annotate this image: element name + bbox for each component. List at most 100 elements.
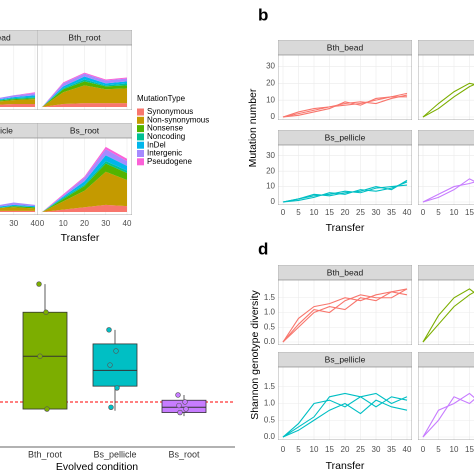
point — [182, 399, 188, 405]
line — [282, 92, 408, 118]
point — [106, 327, 112, 333]
area — [42, 79, 127, 107]
y-tick-label: 10 — [266, 95, 275, 104]
panel-border — [278, 144, 412, 205]
legend-label: Noncoding — [147, 132, 185, 141]
x-tick-label: 0 — [421, 445, 426, 454]
line — [282, 96, 407, 118]
area — [0, 104, 35, 107]
panel-label: b — [258, 5, 268, 24]
x-tick-label: 10 — [310, 445, 319, 454]
x-tick-label: 5 — [436, 445, 441, 454]
area — [0, 99, 35, 105]
y-axis-label: Mutation number — [247, 88, 259, 167]
strip — [418, 40, 474, 56]
strip-label: Bth_bead — [327, 42, 364, 52]
line — [422, 396, 474, 438]
facet: Bth_bead — [0, 30, 40, 110]
facet: Bs_pellicle — [278, 352, 412, 440]
panel — [0, 138, 40, 215]
y-tick-label: 30 — [266, 151, 275, 160]
x-tick-label: 20 — [80, 219, 89, 228]
strip-label: Bth_bead — [327, 267, 364, 277]
area — [42, 149, 127, 212]
legend-key — [137, 133, 144, 141]
x-tick-label: 15 — [325, 445, 334, 454]
facet — [418, 40, 474, 120]
x-tick-label: 25 — [356, 208, 365, 217]
area — [0, 97, 35, 101]
y-tick-label: 1.5 — [264, 293, 276, 302]
x-tick-label: 40 — [403, 445, 412, 454]
line — [422, 291, 474, 343]
legend-key — [137, 108, 144, 116]
strip — [0, 123, 40, 139]
x-tick-label: 0 — [281, 208, 286, 217]
x-axis-label: Evolved condition — [56, 461, 138, 473]
facet: Bs_pellicle — [278, 130, 412, 205]
x-tick-label: 30 — [101, 219, 110, 228]
area — [42, 85, 127, 107]
legend-label: Intergenic — [147, 149, 182, 158]
y-tick-label: 20 — [266, 166, 275, 175]
y-tick-label: 10 — [266, 182, 275, 191]
facet: Bth_bead — [278, 265, 412, 345]
area — [0, 207, 35, 211]
facet: Bs_root — [37, 123, 132, 215]
panel-label: d — [258, 239, 268, 258]
x-tick-label: 40 — [31, 219, 40, 228]
panel-border — [278, 279, 412, 345]
line — [422, 82, 474, 118]
x-axis-label: Transfer — [326, 460, 365, 472]
area — [42, 204, 127, 212]
legend-key — [137, 116, 144, 124]
y-tick-label: 1.0 — [264, 308, 276, 317]
y-tick-label: 0.0 — [264, 432, 276, 441]
legend-label: InDel — [147, 140, 166, 149]
y-axis-label: Shannon genotype diversity — [249, 289, 261, 419]
legend-label: Pseudogene — [147, 157, 192, 166]
x-tick-label: 5 — [296, 208, 301, 217]
x-tick-label: Bth_root — [28, 449, 63, 459]
legend-title: MutationType — [137, 94, 186, 103]
legend-label: Non-synonymous — [147, 115, 209, 124]
point — [108, 404, 114, 410]
x-tick-label: 30 — [372, 208, 381, 217]
legend-label: Synonymous — [147, 107, 193, 116]
x-tick-label: 35 — [387, 208, 396, 217]
x-tick-label: 25 — [356, 445, 365, 454]
area — [0, 202, 35, 207]
line — [422, 288, 474, 343]
facet — [418, 130, 474, 205]
x-axis-label: Transfer — [61, 232, 100, 244]
facet: Bth_bead — [278, 40, 412, 120]
area — [42, 163, 127, 212]
x-tick-label: 20 — [341, 208, 350, 217]
line — [282, 399, 408, 438]
point — [183, 406, 189, 412]
area — [0, 210, 35, 212]
panel — [418, 145, 474, 205]
area — [0, 95, 35, 101]
point — [113, 348, 119, 354]
x-tick-label: 30 — [9, 219, 18, 228]
y-tick-label: 1.0 — [264, 399, 276, 408]
y-tick-label: 1.5 — [264, 382, 276, 391]
x-tick-label: 0 — [40, 219, 45, 228]
line — [282, 392, 408, 438]
panel — [418, 55, 474, 120]
strip-label: Bth_root — [68, 32, 101, 42]
strip-label: Bs_pellicle — [0, 125, 13, 135]
panel-border — [278, 54, 412, 120]
point — [114, 385, 120, 391]
area — [42, 73, 127, 107]
line — [282, 94, 408, 118]
x-tick-label: 0 — [281, 445, 286, 454]
x-tick-label: 30 — [372, 445, 381, 454]
legend-key — [137, 158, 144, 166]
legend-label: Nonsense — [147, 124, 184, 133]
panel-border — [37, 44, 132, 110]
line — [282, 179, 408, 203]
line — [422, 84, 474, 118]
